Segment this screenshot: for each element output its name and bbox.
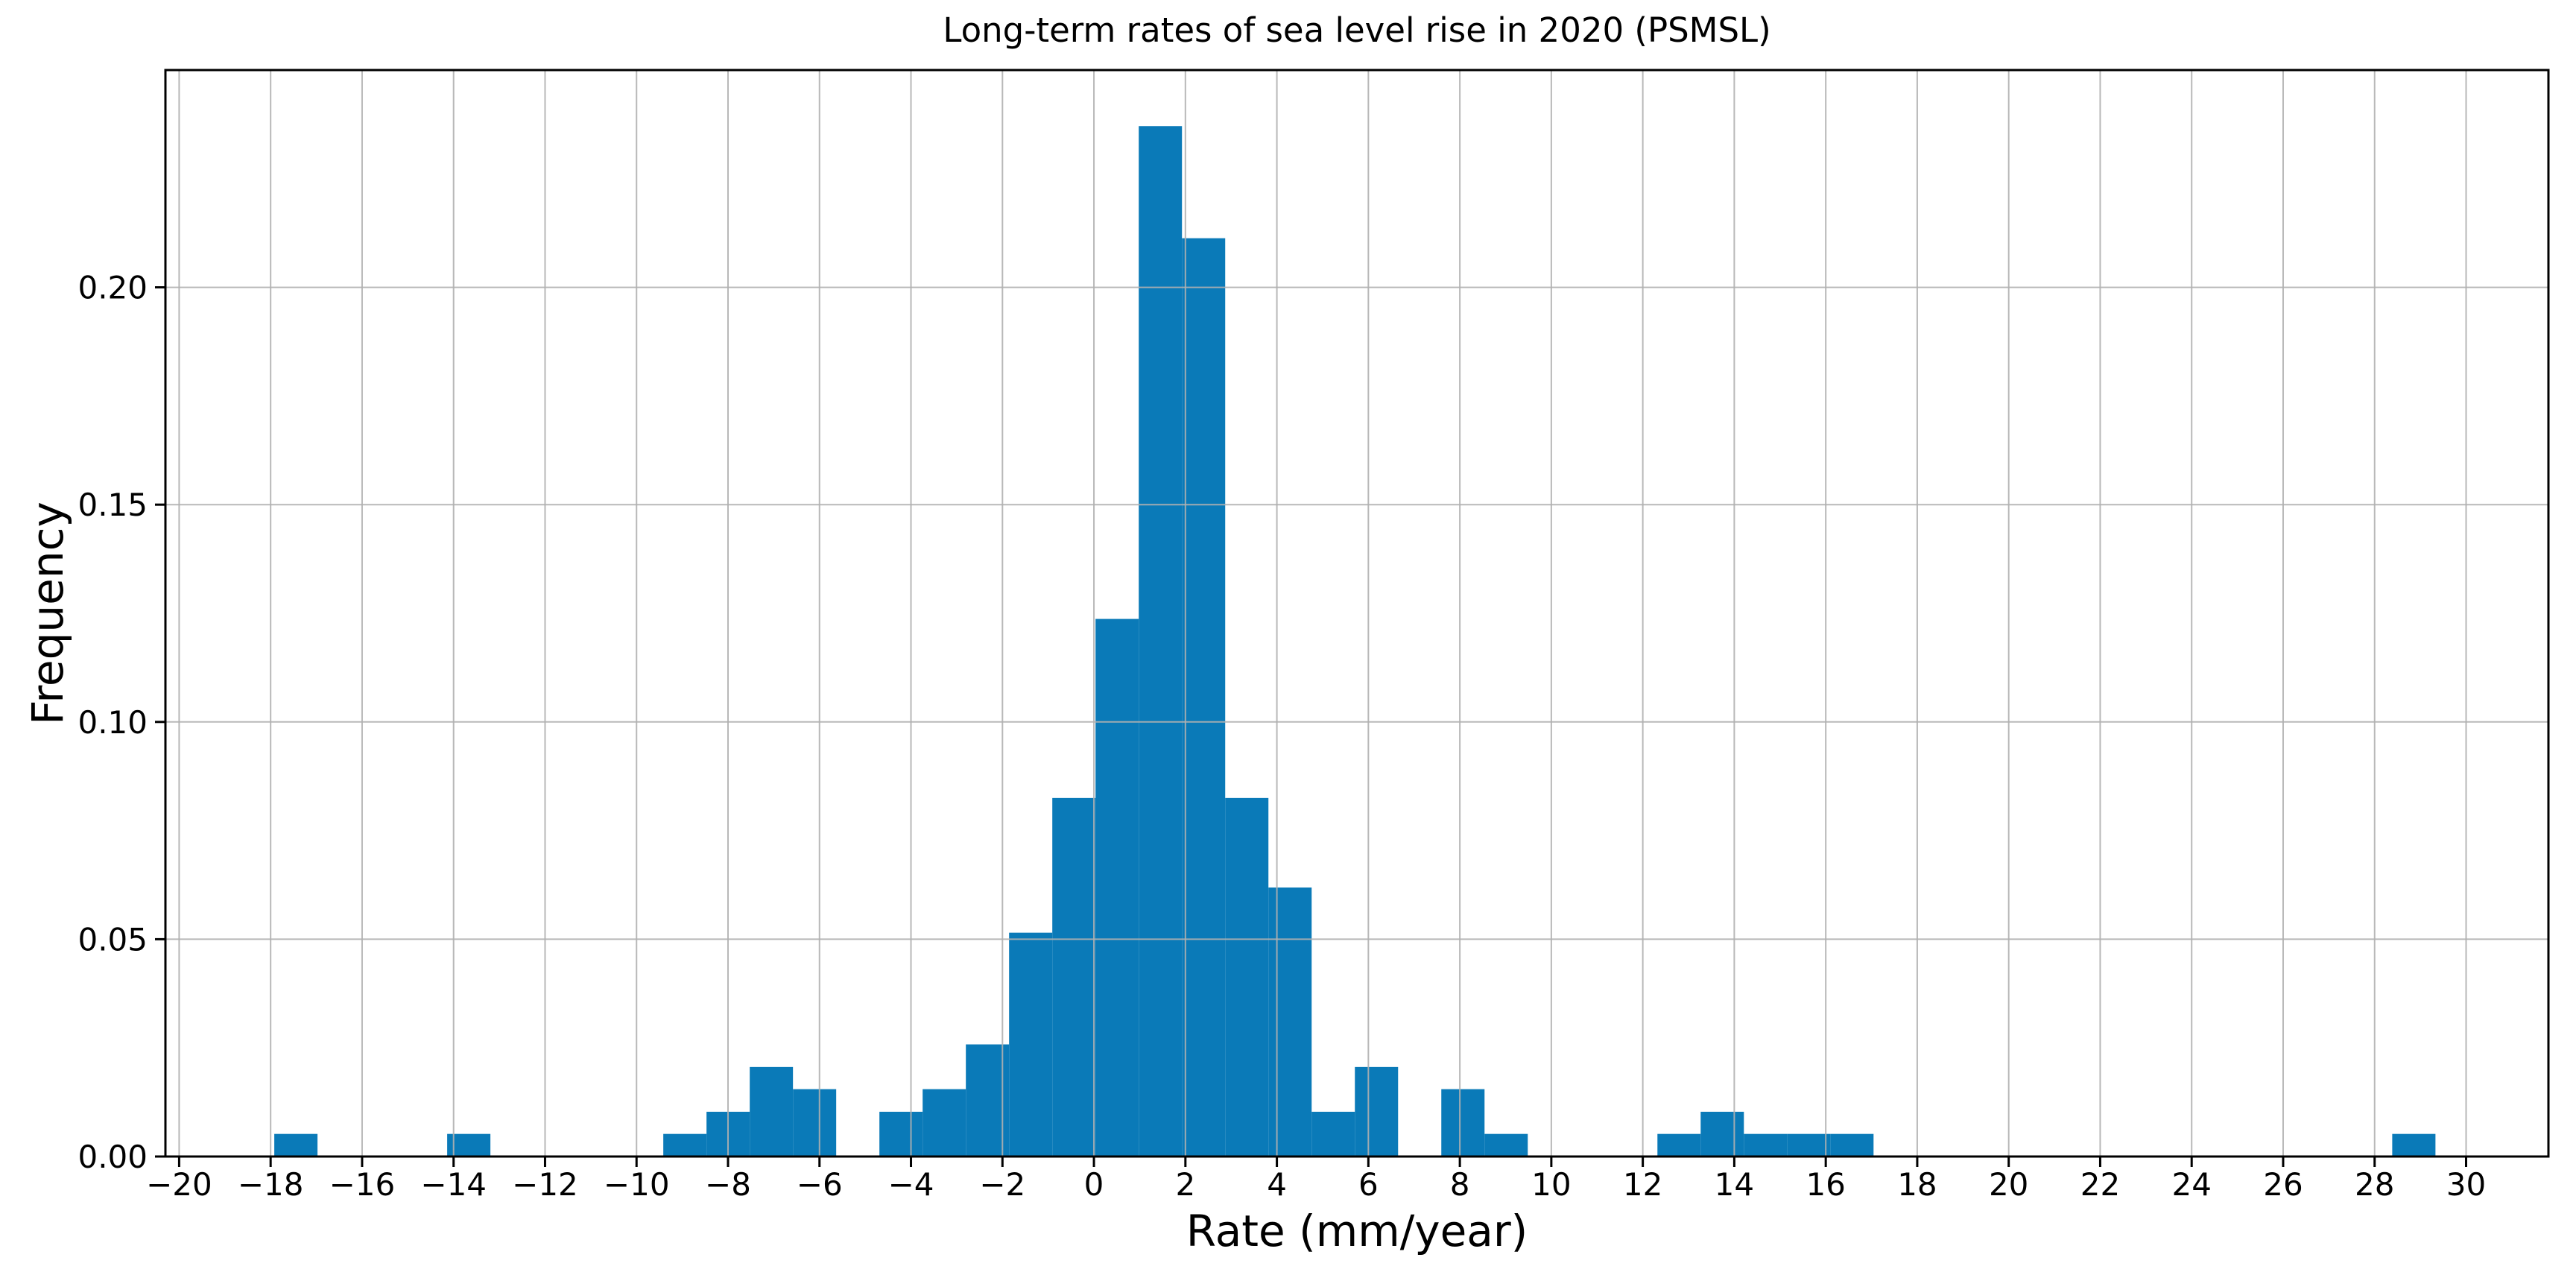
histogram-bar xyxy=(1441,1089,1485,1157)
histogram-bar xyxy=(447,1133,491,1157)
histogram-bar xyxy=(1182,238,1226,1157)
histogram-bar xyxy=(1009,932,1053,1157)
x-tick-label: 8 xyxy=(1450,1166,1470,1203)
x-tick-label: 20 xyxy=(1989,1166,2028,1203)
histogram-bar xyxy=(1700,1111,1744,1157)
x-tick-label: −12 xyxy=(512,1166,578,1203)
y-axis-label-text: Frequency xyxy=(22,502,73,725)
histogram-bar xyxy=(750,1066,794,1157)
chart-title: Long-term rates of sea level rise in 202… xyxy=(943,10,1771,50)
x-tick-label: 30 xyxy=(2446,1166,2486,1203)
y-tick-label: 0.15 xyxy=(77,487,148,523)
histogram-bar xyxy=(879,1111,923,1157)
y-tick-label: 0.00 xyxy=(77,1139,148,1175)
x-tick-label: 6 xyxy=(1358,1166,1379,1203)
x-tick-label: 18 xyxy=(1897,1166,1937,1203)
x-tick-label: −18 xyxy=(238,1166,304,1203)
x-tick-label: −6 xyxy=(797,1166,843,1203)
histogram-bar xyxy=(1657,1133,1701,1157)
histogram-bar xyxy=(1139,126,1183,1157)
histogram-bar xyxy=(663,1133,707,1157)
histogram-bar xyxy=(1744,1133,1788,1157)
histogram-bar xyxy=(1311,1111,1355,1157)
x-tick-label: 0 xyxy=(1084,1166,1104,1203)
x-tick-label: 16 xyxy=(1806,1166,1845,1203)
x-tick-label: 10 xyxy=(1531,1166,1571,1203)
x-tick-label: −10 xyxy=(604,1166,670,1203)
histogram-bar xyxy=(1225,797,1269,1157)
histogram-bar xyxy=(793,1089,837,1157)
y-tick-label: 0.05 xyxy=(77,921,148,958)
y-tick-label: 0.20 xyxy=(77,270,148,306)
x-tick-label: 2 xyxy=(1175,1166,1195,1203)
histogram-bar xyxy=(1095,618,1139,1157)
histogram-bar xyxy=(923,1089,966,1157)
histogram-bar xyxy=(1830,1133,1874,1157)
x-axis-label: Rate (mm/year) xyxy=(1186,1206,1528,1256)
x-tick-label: −4 xyxy=(888,1166,934,1203)
histogram-bar xyxy=(1484,1133,1528,1157)
histogram-bar xyxy=(1787,1133,1831,1157)
x-tick-label: 12 xyxy=(1623,1166,1662,1203)
x-tick-label: −14 xyxy=(420,1166,487,1203)
histogram-bar xyxy=(1052,797,1096,1157)
x-tick-label: 14 xyxy=(1715,1166,1754,1203)
histogram-bar xyxy=(2392,1133,2436,1157)
x-tick-label: −2 xyxy=(979,1166,1025,1203)
x-tick-label: 28 xyxy=(2355,1166,2394,1203)
plot-spines xyxy=(164,69,2550,1158)
histogram-bar xyxy=(274,1133,318,1157)
x-tick-label: 26 xyxy=(2263,1166,2303,1203)
plot-background xyxy=(165,70,2548,1157)
x-tick-label: 4 xyxy=(1267,1166,1287,1203)
x-tick-label: −20 xyxy=(146,1166,212,1203)
histogram-bar xyxy=(1268,887,1312,1157)
y-tick-label: 0.10 xyxy=(77,704,148,741)
x-tick-label: 24 xyxy=(2171,1166,2211,1203)
x-tick-label: −16 xyxy=(329,1166,396,1203)
histogram-bar xyxy=(1355,1066,1399,1157)
x-tick-label: −8 xyxy=(705,1166,751,1203)
x-tick-label: 22 xyxy=(2080,1166,2120,1203)
